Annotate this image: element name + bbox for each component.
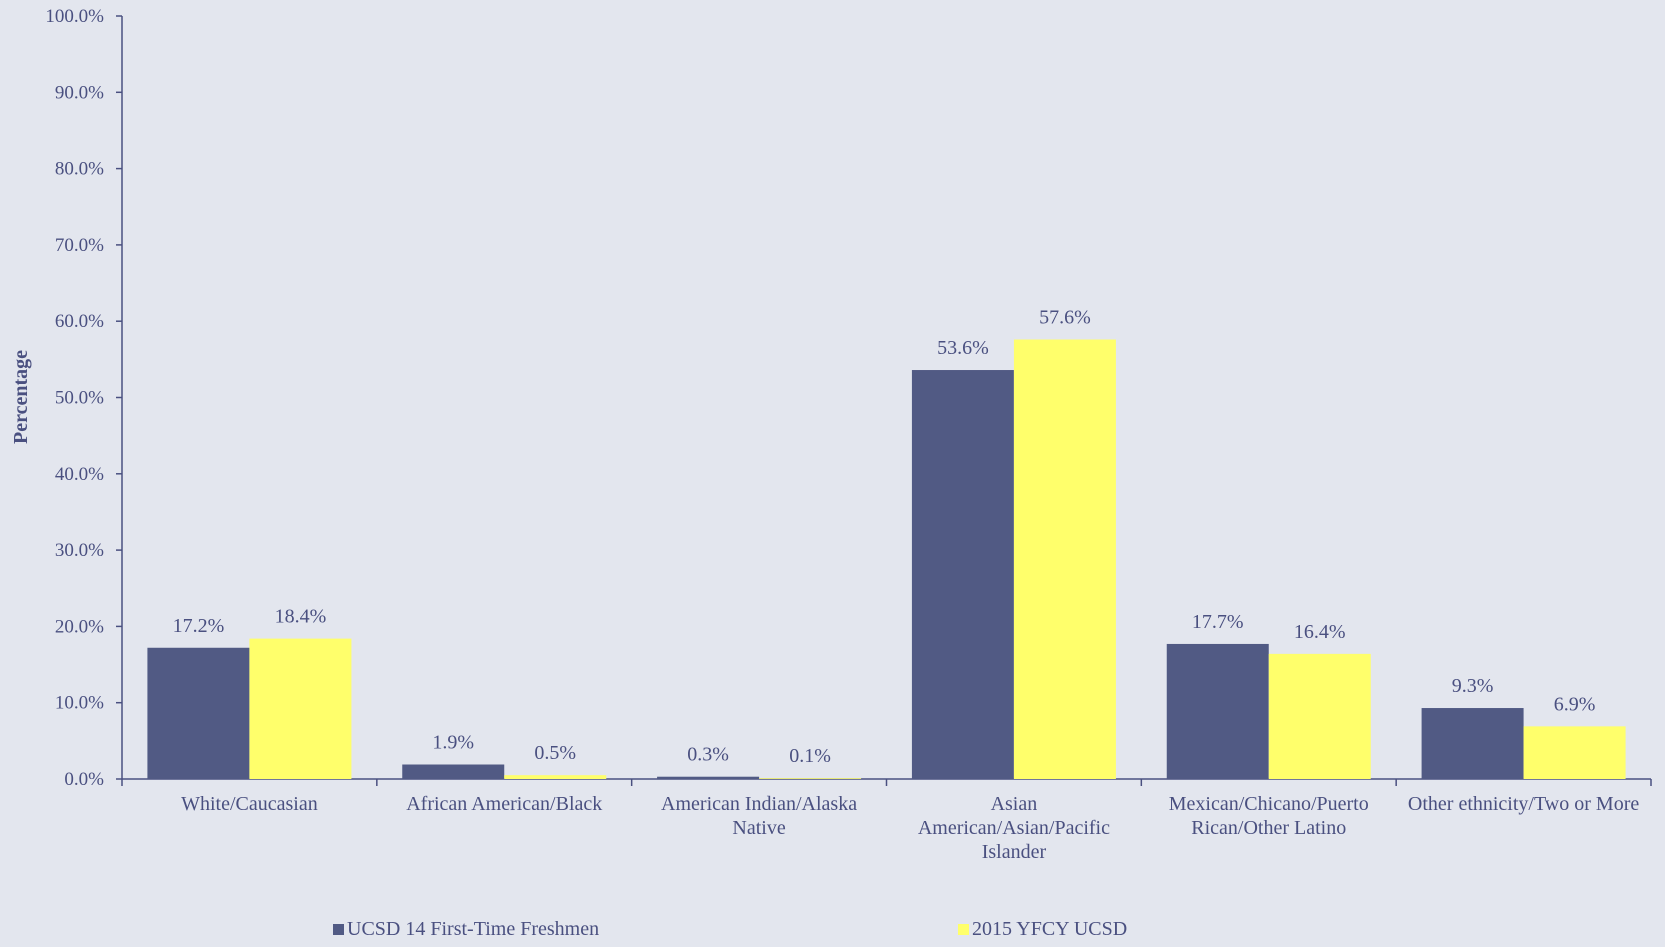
bar-series-1 — [147, 647, 250, 779]
data-label-series-2: 0.5% — [534, 742, 576, 764]
y-tick-label: 0.0% — [64, 769, 104, 790]
bar-series-1 — [911, 370, 1014, 779]
x-tick-label-line: African American/Black — [406, 793, 602, 815]
data-label-series-1: 9.3% — [1452, 675, 1494, 697]
x-tick-label: American Indian/Alaska Native — [661, 793, 857, 839]
legend-label-series-1: UCSD 14 First-Time Freshmen — [347, 918, 600, 940]
data-label-series-2: 16.4% — [1294, 621, 1346, 643]
y-tick-label: 40.0% — [55, 464, 104, 485]
legend-label-series-2: 2015 YFCY UCSD — [972, 918, 1128, 940]
x-tick-label-line: White/Caucasian — [181, 793, 318, 815]
y-tick-label: 20.0% — [55, 616, 104, 637]
y-tick-label: 30.0% — [55, 540, 104, 561]
bar-series-1 — [402, 764, 505, 779]
bar-series-2 — [1523, 726, 1626, 779]
y-tick-label: 60.0% — [55, 311, 104, 332]
y-axis-title: Percentage — [10, 350, 32, 444]
bar-series-2 — [504, 775, 607, 779]
x-tick-label: Asian American/Asian/Pacific Islander — [918, 793, 1110, 863]
x-tick-label: Other ethnicity/Two or More — [1408, 793, 1639, 815]
y-tick-label: 70.0% — [55, 235, 104, 256]
y-tick-label: 100.0% — [45, 6, 104, 27]
legend-item-series-2: 2015 YFCY UCSD — [958, 918, 1127, 941]
bar-series-2 — [1013, 339, 1116, 779]
x-tick-label-line: Islander — [982, 841, 1047, 863]
y-tick-label: 80.0% — [55, 159, 104, 180]
data-label-series-1: 53.6% — [937, 337, 989, 359]
legend-swatch-series-1 — [333, 924, 344, 935]
bar-series-2 — [249, 638, 352, 779]
bar-series-2 — [1268, 653, 1371, 779]
data-label-series-1: 17.7% — [1192, 611, 1244, 633]
y-tick-label: 90.0% — [55, 82, 104, 103]
x-tick-label: Mexican/Chicano/Puerto Rican/Other Latino — [1169, 793, 1369, 839]
bar-series-1 — [657, 776, 760, 779]
data-label-series-2: 18.4% — [275, 606, 327, 628]
data-label-series-1: 1.9% — [432, 732, 474, 754]
data-label-series-2: 0.1% — [789, 745, 831, 767]
x-tick-label-line: Asian — [991, 793, 1038, 815]
bar-series-1 — [1421, 708, 1524, 779]
data-label-series-1: 17.2% — [173, 615, 225, 637]
y-tick-label: 10.0% — [55, 693, 104, 714]
x-tick-label-line: Other ethnicity/Two or More — [1408, 793, 1639, 815]
bar-series-2 — [759, 778, 862, 779]
legend-swatch-series-2 — [958, 924, 969, 935]
data-label-series-1: 0.3% — [687, 744, 729, 766]
x-tick-label: African American/Black — [406, 793, 602, 815]
x-tick-label-line: American/Asian/Pacific — [918, 817, 1110, 839]
x-tick-label-line: American Indian/Alaska — [661, 793, 857, 815]
x-tick-label: White/Caucasian — [181, 793, 318, 815]
data-label-series-2: 57.6% — [1039, 307, 1091, 329]
x-tick-label-line: Native — [732, 817, 785, 839]
x-tick-label-line: Rican/Other Latino — [1191, 817, 1346, 839]
bar-series-1 — [1166, 643, 1269, 779]
x-tick-label-line: Mexican/Chicano/Puerto — [1169, 793, 1369, 815]
y-tick-label: 50.0% — [55, 388, 104, 409]
data-label-series-2: 6.9% — [1554, 693, 1596, 715]
legend-item-series-1: UCSD 14 First-Time Freshmen — [333, 918, 599, 941]
